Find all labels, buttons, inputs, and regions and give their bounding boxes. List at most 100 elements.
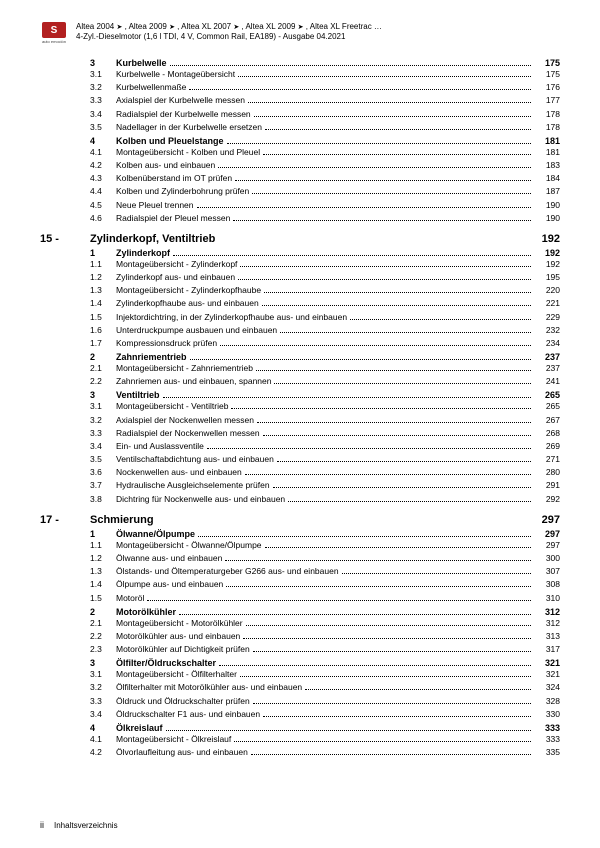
toc-entry-page: 221 (534, 297, 560, 310)
toc-entry-number: 3.2 (90, 414, 116, 427)
toc-subsection: 4.1Montageübersicht - Kolben und Pleuel1… (90, 146, 560, 159)
toc-entry-title: Montageübersicht - Zylinderkopf (116, 258, 237, 271)
toc-subsection: 1.2Ölwanne aus- und einbauen300 (90, 552, 560, 565)
toc-entry-number: 1.2 (90, 271, 116, 284)
toc-entry-page: 335 (534, 746, 560, 759)
toc-leader-dots (240, 266, 531, 267)
toc-entry-title: Ventiltrieb (116, 390, 160, 400)
toc-entry-title: Montageübersicht - Kolben und Pleuel (116, 146, 260, 159)
toc-leader-dots (235, 180, 531, 181)
toc-entry-page: 192 (534, 248, 560, 258)
toc-entry-title: Kolbenüberstand im OT prüfen (116, 172, 232, 185)
toc-leader-dots (246, 625, 531, 626)
toc-entry-title: Kolben aus- und einbauen (116, 159, 215, 172)
toc-entry-number: 3 (90, 658, 116, 668)
toc-entry-page: 175 (534, 68, 560, 81)
toc-leader-dots (225, 560, 531, 561)
toc-entry-title: Zylinderkopf (116, 248, 170, 258)
toc-leader-dots (252, 193, 531, 194)
toc-leader-dots (220, 345, 531, 346)
toc-subsection: 3.5Nadellager in der Kurbelwelle ersetze… (90, 121, 560, 134)
brand-logo: S auto emoción (40, 22, 68, 44)
toc-subsection: 4.4Kolben und Zylinderbohrung prüfen187 (90, 185, 560, 198)
toc-entry-title: Montageübersicht - Zylinderkopfhaube (116, 284, 261, 297)
toc-entry-page: 328 (534, 695, 560, 708)
toc-chapter: 15 -Zylinderkopf, Ventiltrieb1921Zylinde… (40, 233, 560, 506)
toc-leader-dots (245, 474, 531, 475)
toc-leader-dots (226, 586, 531, 587)
toc-subsection: 3.4Ein- und Auslassventile269 (90, 440, 560, 453)
toc-leader-dots (173, 255, 531, 256)
toc-entry-page: 241 (534, 375, 560, 388)
toc-subsection: 1.1Montageübersicht - Zylinderkopf192 (90, 258, 560, 271)
seat-logo-icon: S (42, 22, 66, 38)
toc-entry-number: 3.4 (90, 708, 116, 721)
toc-entry-number: 4.1 (90, 733, 116, 746)
toc-subsection: 3.3Axialspiel der Kurbelwelle messen177 (90, 94, 560, 107)
toc-entry-page: 265 (534, 390, 560, 400)
toc-entry-number: 2 (90, 352, 116, 362)
toc-entry-title: Injektordichtring, in der Zylinderkopfha… (116, 311, 347, 324)
toc-leader-dots (265, 547, 531, 548)
toc-entry-number: 2.3 (90, 643, 116, 656)
toc-entry-page: 310 (534, 592, 560, 605)
toc-entry-page: 195 (534, 271, 560, 284)
toc-subsection: 1.2Zylinderkopf aus- und einbauen 195 (90, 271, 560, 284)
toc-leader-dots (166, 730, 531, 731)
toc-leader-dots (234, 741, 531, 742)
toc-leader-dots (263, 154, 531, 155)
toc-entry-title: Radialspiel der Nockenwellen messen (116, 427, 260, 440)
toc-entry-number: 1 (90, 529, 116, 539)
toc-entry-page: 178 (534, 108, 560, 121)
toc-subsection: 1.5Motoröl310 (90, 592, 560, 605)
toc-entry-number: 2.2 (90, 375, 116, 388)
toc-entry-title: Zylinderkopf aus- und einbauen (116, 271, 235, 284)
toc-entry-page: 271 (534, 453, 560, 466)
toc-subsection: 3.4Radialspiel der Kurbelwelle messen178 (90, 108, 560, 121)
toc-subsection: 3.6Nockenwellen aus- und einbauen280 (90, 466, 560, 479)
toc-entry-number: 3.1 (90, 668, 116, 681)
toc-entry-title: Kurbelwelle - Montageübersicht (116, 68, 235, 81)
toc-subsection: 1.4Zylinderkopfhaube aus- und einbauen22… (90, 297, 560, 310)
toc-entry-page: 184 (534, 172, 560, 185)
toc-leader-dots (238, 279, 531, 280)
toc-subsection: 1.1Montageübersicht - Ölwanne/Ölpumpe297 (90, 539, 560, 552)
toc-entry-title: Zahnriementrieb (116, 352, 187, 362)
toc-entry-number: 1.3 (90, 565, 116, 578)
toc-subsection: 2.1Montageübersicht - Motorölkühler312 (90, 617, 560, 630)
toc-entry-page: 308 (534, 578, 560, 591)
toc-leader-dots (265, 129, 531, 130)
toc-entry-title: Motoröl (116, 592, 144, 605)
toc-entry-number: 1.3 (90, 284, 116, 297)
toc-entry-page: 220 (534, 284, 560, 297)
toc-chapter-number: 15 - (40, 233, 90, 245)
toc-entry-page: 324 (534, 681, 560, 694)
header-text: Altea 2004 ➤ , Altea 2009 ➤ , Altea XL 2… (76, 22, 382, 43)
toc-leader-dots (219, 665, 531, 666)
toc-entry-number: 2 (90, 607, 116, 617)
toc-leader-dots (197, 207, 531, 208)
toc-entry-page: 237 (534, 362, 560, 375)
toc-section: 2Motorölkühler312 (90, 607, 560, 617)
toc-entry-page: 190 (534, 199, 560, 212)
toc-subsection: 3.2Kurbelwellenmaße176 (90, 81, 560, 94)
toc-entry-number: 2.1 (90, 362, 116, 375)
toc-section: 1Ölwanne/Ölpumpe297 (90, 529, 560, 539)
toc-entry-number: 1.4 (90, 297, 116, 310)
toc-subsection: 3.3Öldruck und Öldruckschalter prüfen328 (90, 695, 560, 708)
toc-entry-number: 1 (90, 248, 116, 258)
toc-subsection: 4.1Montageübersicht - Ölkreislauf333 (90, 733, 560, 746)
toc-entry-title: Ölfilter/Öldruckschalter (116, 658, 216, 668)
toc-leader-dots (248, 102, 531, 103)
toc-entry-title: Motorölkühler aus- und einbauen (116, 630, 240, 643)
toc-entry-number: 4.2 (90, 159, 116, 172)
toc-entry-number: 3.4 (90, 440, 116, 453)
toc-entry-title: Motorölkühler auf Dichtigkeit prüfen (116, 643, 250, 656)
toc-subsection: 3.1Kurbelwelle - Montageübersicht175 (90, 68, 560, 81)
toc-entry-number: 2.1 (90, 617, 116, 630)
toc-section: 1Zylinderkopf 192 (90, 248, 560, 258)
toc-section: 4Ölkreislauf333 (90, 723, 560, 733)
toc-subsection: 1.3Ölstands- und Öltemperaturgeber G266 … (90, 565, 560, 578)
toc-entry-title: Kolben und Zylinderbohrung prüfen (116, 185, 249, 198)
toc-subsection: 3.2Ölfilterhalter mit Motorölkühler aus-… (90, 681, 560, 694)
